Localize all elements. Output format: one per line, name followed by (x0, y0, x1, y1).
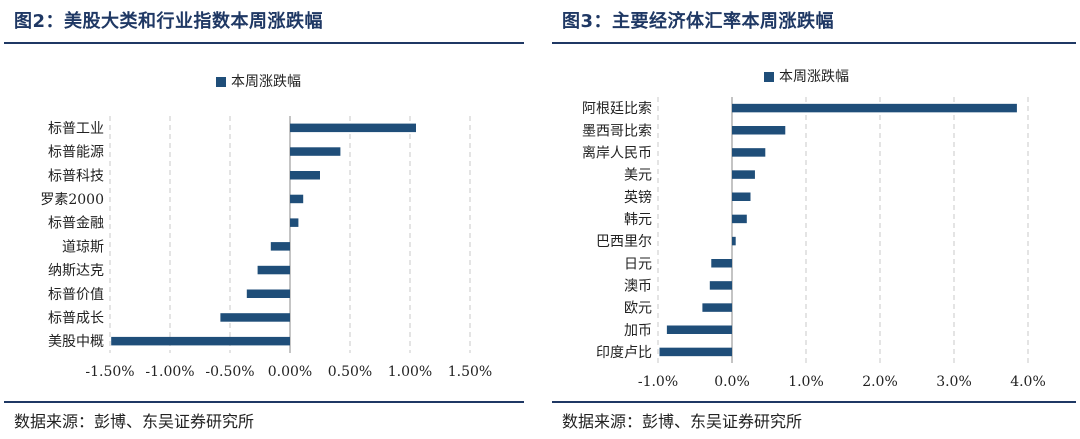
bar (246, 289, 290, 298)
category-label: 纳斯达克 (48, 263, 104, 279)
x-tick-label: 2.0% (862, 374, 898, 390)
source-note: 数据来源：彭博、东吴证券研究所 (14, 412, 255, 431)
bar (709, 281, 732, 290)
x-tick-label: -1.00% (145, 364, 194, 380)
x-tick-label: 0.50% (328, 364, 372, 380)
bar (220, 313, 290, 322)
bar (732, 192, 751, 201)
category-label: 标普价值 (48, 287, 104, 303)
category-label: 罗素2000 (40, 192, 104, 208)
category-label: 标普成长 (48, 310, 104, 326)
category-label: 日元 (624, 256, 652, 272)
chart-panel-us-indices: 图2：美股大类和行业指数本周涨跌幅 -1.50% -1.00% -0.50% 0.00… (0, 0, 528, 439)
category-label: 韩元 (624, 212, 652, 228)
bar (732, 126, 786, 135)
bar (659, 347, 732, 357)
bar (711, 259, 732, 268)
bar (290, 218, 299, 227)
title-rule (4, 42, 524, 44)
category-label: 标普金融 (48, 216, 104, 232)
x-tick-label: -0.50% (205, 364, 254, 380)
chart-title: 图3：主要经济体汇率本周涨跌幅 (562, 11, 835, 32)
bar (270, 242, 290, 251)
chart-title: 图2：美股大类和行业指数本周涨跌幅 (14, 11, 324, 32)
x-tick-label: 3.0% (936, 374, 972, 390)
category-label: 欧元 (624, 301, 652, 317)
category-label: 道琼斯 (62, 239, 104, 255)
category-label: 澳币 (624, 278, 652, 294)
category-label: 离岸人民币 (582, 144, 652, 161)
x-tick-label: -1.50% (85, 364, 134, 380)
bar (702, 303, 732, 312)
source-note: 数据来源：彭博、东吴证券研究所 (562, 412, 803, 431)
category-label: 标普能源 (48, 145, 104, 161)
bar (257, 265, 290, 275)
legend-label: 本周涨跌幅 (231, 74, 301, 90)
category-label: 印度卢比 (596, 345, 652, 361)
x-tick-label: 0.00% (268, 364, 312, 380)
category-label: 美元 (624, 168, 652, 184)
source-rule (4, 401, 524, 403)
category-label: 阿根廷比索 (582, 100, 652, 117)
category-label: 英镑 (624, 189, 652, 206)
legend-label: 本周涨跌幅 (779, 69, 849, 85)
bar (666, 325, 732, 334)
x-tick-label: 4.0% (1010, 374, 1046, 390)
bar (290, 194, 304, 204)
source-rule (552, 401, 1076, 403)
chart-panel-fx: 图3：主要经济体汇率本周涨跌幅 -1.0% 0.0% 1.0% 2.0% 3.0% 4.0… (548, 0, 1080, 439)
legend-swatch (764, 72, 774, 82)
fx-bar-chart: -1.0% 0.0% 1.0% 2.0% 3.0% 4.0% 阿根廷比索墨西哥比索离岸人民币… (582, 69, 1046, 390)
bar (732, 148, 766, 157)
category-label: 标普工业 (48, 121, 104, 137)
category-label: 美股中概 (48, 334, 104, 350)
x-tick-label: -1.0% (638, 374, 678, 390)
bar (732, 236, 736, 246)
category-label: 巴西里尔 (596, 234, 652, 250)
bar (732, 214, 747, 224)
title-rule (552, 42, 1076, 44)
category-label: 墨西哥比索 (582, 122, 652, 139)
x-tick-label: 1.00% (388, 364, 432, 380)
bar (290, 171, 320, 180)
category-label: 加币 (624, 323, 652, 339)
bar (290, 147, 341, 156)
x-tick-label: 1.50% (448, 364, 492, 380)
category-label: 标普科技 (48, 168, 104, 184)
x-tick-label: 0.0% (714, 374, 750, 390)
legend-swatch (216, 77, 226, 87)
us-indices-bar-chart: -1.50% -1.00% -0.50% 0.00% 0.50% 1.00% 1.50% 标普… (40, 74, 492, 380)
bar (732, 170, 755, 179)
x-tick-label: 1.0% (788, 374, 824, 390)
bar (111, 336, 290, 346)
bar (290, 123, 416, 133)
bar (732, 103, 1017, 113)
